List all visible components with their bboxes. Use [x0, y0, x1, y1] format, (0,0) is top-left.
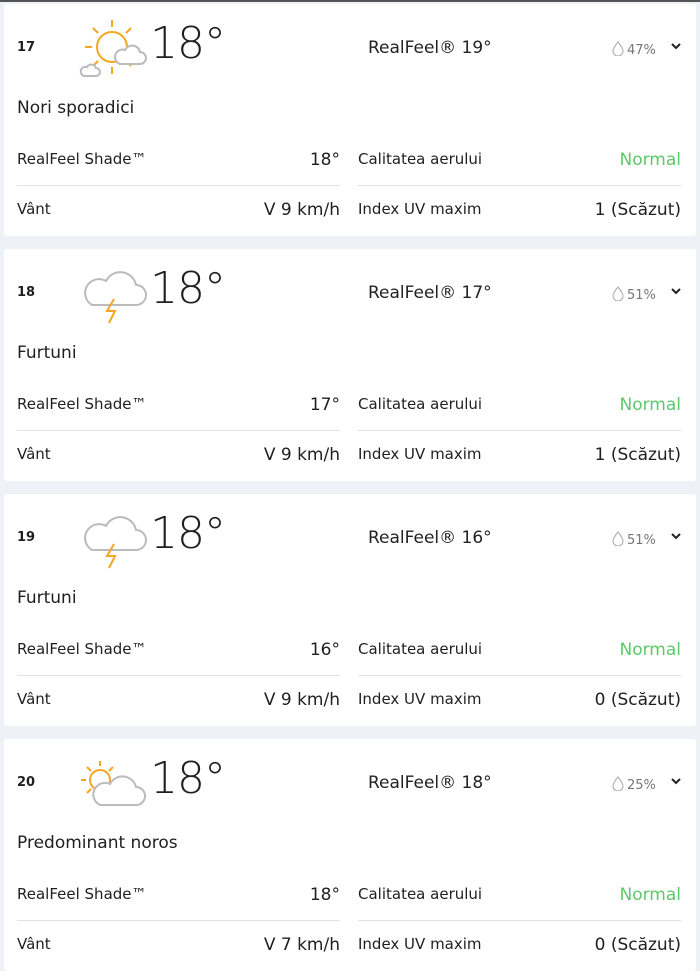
realfeel-shade-label: RealFeel Shade™	[17, 395, 147, 413]
realfeel-value: RealFeel® 18°	[368, 773, 492, 793]
realfeel-shade-value: 18°	[309, 885, 340, 905]
air-quality-row: Calitatea aerului Normal	[358, 640, 681, 660]
precipitation: 51%	[612, 531, 656, 550]
divider	[17, 675, 340, 676]
hour-card[interactable]: 17 18° RealFeel® 19° 47% Nori sporadici …	[4, 4, 696, 236]
realfeel-value: RealFeel® 17°	[368, 283, 492, 303]
expand-chevron-down-icon[interactable]	[666, 281, 686, 301]
realfeel-shade-row: RealFeel Shade™ 16°	[17, 640, 340, 660]
temperature: 18°	[150, 18, 226, 69]
air-quality-value: Normal	[619, 395, 681, 415]
wind-row: Vânt V 9 km/h	[17, 445, 340, 465]
uv-index-row: Index UV maxim 1 (Scăzut)	[358, 445, 681, 465]
hour-card[interactable]: 19 18° RealFeel® 16° 51% Furtuni RealFee…	[4, 494, 696, 726]
uv-index-value: 1 (Scăzut)	[594, 200, 681, 220]
precipitation-percent: 51%	[627, 288, 656, 303]
expand-chevron-down-icon[interactable]	[666, 526, 686, 546]
thunderstorm-icon	[72, 502, 148, 572]
precipitation-percent: 47%	[627, 43, 656, 58]
uv-index-label: Index UV maxim	[358, 200, 482, 218]
thunderstorm-icon	[72, 257, 148, 327]
air-quality-value: Normal	[619, 640, 681, 660]
raindrop-icon	[612, 776, 624, 795]
air-quality-label: Calitatea aerului	[358, 395, 483, 413]
wind-label: Vânt	[17, 200, 51, 218]
wind-value: V 9 km/h	[263, 200, 340, 220]
condition-description: Furtuni	[17, 588, 77, 608]
precipitation-percent: 51%	[627, 533, 656, 548]
realfeel-shade-row: RealFeel Shade™ 18°	[17, 885, 340, 905]
raindrop-icon	[612, 531, 624, 550]
hour-card[interactable]: 20 18° RealFeel® 18° 25% Predominant nor…	[4, 739, 696, 971]
hour-label: 18	[17, 285, 36, 300]
air-quality-row: Calitatea aerului Normal	[358, 150, 681, 170]
wind-value: V 7 km/h	[263, 935, 340, 955]
condition-description: Nori sporadici	[17, 98, 135, 118]
air-quality-value: Normal	[619, 885, 681, 905]
raindrop-icon	[612, 286, 624, 305]
wind-row: Vânt V 9 km/h	[17, 200, 340, 220]
precipitation-percent: 25%	[627, 778, 656, 793]
wind-label: Vânt	[17, 935, 51, 953]
air-quality-row: Calitatea aerului Normal	[358, 885, 681, 905]
realfeel-shade-value: 18°	[309, 150, 340, 170]
realfeel-shade-value: 16°	[309, 640, 340, 660]
divider	[358, 675, 681, 676]
uv-index-value: 0 (Scăzut)	[594, 935, 681, 955]
divider	[358, 430, 681, 431]
divider	[17, 185, 340, 186]
divider	[17, 920, 340, 921]
hour-label: 17	[17, 40, 36, 55]
air-quality-label: Calitatea aerului	[358, 640, 483, 658]
wind-label: Vânt	[17, 690, 51, 708]
hour-label: 20	[17, 775, 36, 790]
realfeel-shade-label: RealFeel Shade™	[17, 885, 147, 903]
air-quality-row: Calitatea aerului Normal	[358, 395, 681, 415]
uv-index-label: Index UV maxim	[358, 935, 482, 953]
precipitation: 25%	[612, 776, 656, 795]
realfeel-shade-value: 17°	[309, 395, 340, 415]
expand-chevron-down-icon[interactable]	[666, 36, 686, 56]
wind-row: Vânt V 7 km/h	[17, 935, 340, 955]
temperature: 18°	[150, 263, 226, 314]
realfeel-shade-row: RealFeel Shade™ 18°	[17, 150, 340, 170]
wind-value: V 9 km/h	[263, 690, 340, 710]
wind-row: Vânt V 9 km/h	[17, 690, 340, 710]
mostly-cloudy-icon	[72, 747, 148, 817]
uv-index-value: 0 (Scăzut)	[594, 690, 681, 710]
uv-index-label: Index UV maxim	[358, 445, 482, 463]
air-quality-value: Normal	[619, 150, 681, 170]
wind-value: V 9 km/h	[263, 445, 340, 465]
raindrop-icon	[612, 41, 624, 60]
wind-label: Vânt	[17, 445, 51, 463]
air-quality-label: Calitatea aerului	[358, 150, 483, 168]
realfeel-shade-row: RealFeel Shade™ 17°	[17, 395, 340, 415]
realfeel-value: RealFeel® 19°	[368, 38, 492, 58]
uv-index-row: Index UV maxim 1 (Scăzut)	[358, 200, 681, 220]
temperature: 18°	[150, 753, 226, 804]
hour-label: 19	[17, 530, 36, 545]
realfeel-shade-label: RealFeel Shade™	[17, 150, 147, 168]
precipitation: 51%	[612, 286, 656, 305]
realfeel-value: RealFeel® 16°	[368, 528, 492, 548]
expand-chevron-down-icon[interactable]	[666, 771, 686, 791]
top-border	[0, 0, 700, 2]
precipitation: 47%	[612, 41, 656, 60]
divider	[358, 185, 681, 186]
uv-index-value: 1 (Scăzut)	[594, 445, 681, 465]
uv-index-row: Index UV maxim 0 (Scăzut)	[358, 935, 681, 955]
temperature: 18°	[150, 508, 226, 559]
divider	[17, 430, 340, 431]
uv-index-row: Index UV maxim 0 (Scăzut)	[358, 690, 681, 710]
realfeel-shade-label: RealFeel Shade™	[17, 640, 147, 658]
air-quality-label: Calitatea aerului	[358, 885, 483, 903]
divider	[358, 920, 681, 921]
condition-description: Furtuni	[17, 343, 77, 363]
hour-card[interactable]: 18 18° RealFeel® 17° 51% Furtuni RealFee…	[4, 249, 696, 481]
uv-index-label: Index UV maxim	[358, 690, 482, 708]
sun-with-clouds-icon	[72, 12, 148, 82]
condition-description: Predominant noros	[17, 833, 178, 853]
